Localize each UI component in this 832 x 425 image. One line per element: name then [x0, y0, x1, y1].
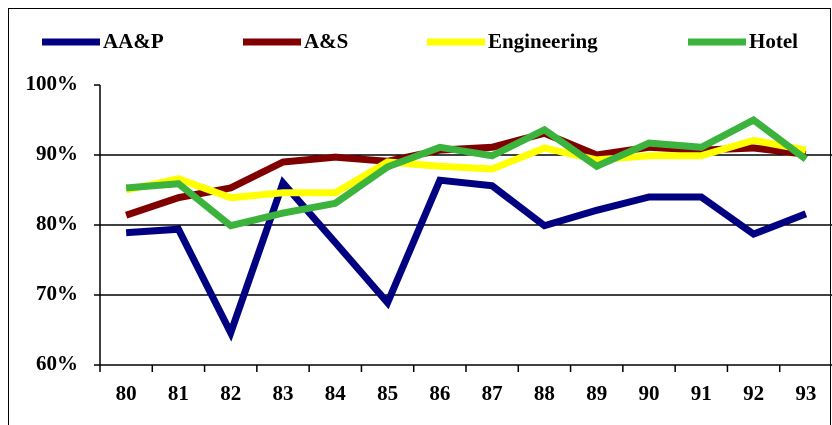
series-line — [125, 176, 808, 342]
y-tick-label: 80% — [36, 211, 78, 235]
x-tick-label: 85 — [377, 381, 398, 405]
y-tick-label: 100% — [26, 71, 79, 95]
y-tick-label: 90% — [36, 141, 78, 165]
x-tick-label: 93 — [795, 381, 816, 405]
x-tick-label: 92 — [743, 381, 764, 405]
y-tick-label: 70% — [36, 281, 78, 305]
x-tick-label: 91 — [691, 381, 712, 405]
x-tick-label: 80 — [116, 381, 137, 405]
x-tick-label: 88 — [534, 381, 555, 405]
x-tick-label: 86 — [429, 381, 450, 405]
x-tick-label: 84 — [325, 381, 347, 405]
legend-label: Engineering — [488, 29, 598, 53]
series-line — [125, 115, 808, 230]
chart-frame — [8, 8, 831, 425]
x-tick-label: 83 — [273, 381, 294, 405]
x-tick-label: 81 — [168, 381, 189, 405]
legend-label: Hotel — [749, 29, 798, 53]
x-tick-label: 82 — [220, 381, 241, 405]
series-line — [125, 136, 807, 202]
x-tick-label: 89 — [586, 381, 607, 405]
y-tick-label: 60% — [36, 351, 78, 375]
x-tick-label: 90 — [639, 381, 660, 405]
x-tick-label: 87 — [482, 381, 503, 405]
legend-label: A&S — [304, 29, 348, 53]
legend-label: AA&P — [103, 29, 164, 53]
